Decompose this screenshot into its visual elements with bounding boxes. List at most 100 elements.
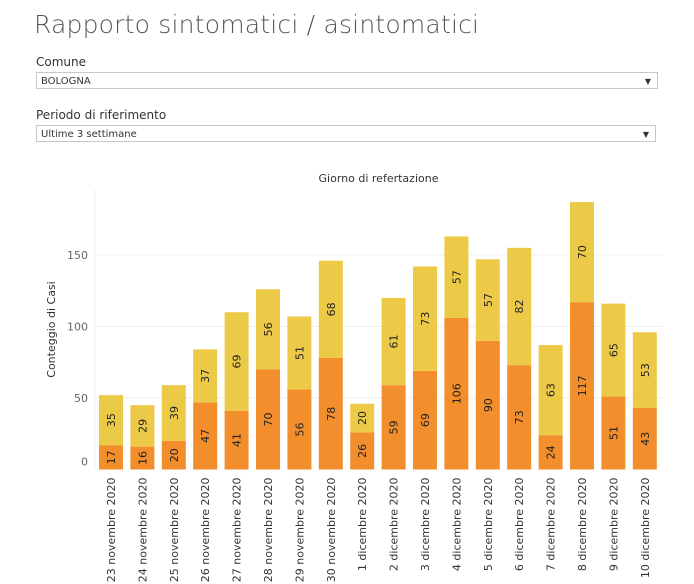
bar-value-label: 17: [105, 450, 118, 464]
bar-segment-bottom: [507, 365, 532, 470]
bar-segment-bottom: [601, 396, 626, 470]
bar-value-label: 69: [231, 355, 244, 369]
bar-segment-bottom: [224, 410, 249, 470]
bar-segment-top: [99, 395, 123, 446]
bar-value-label: 61: [388, 335, 401, 349]
bar-value-label: 57: [450, 270, 463, 284]
bar-value-label: 35: [105, 413, 118, 427]
periodo-value: Ultime 3 settimane: [41, 129, 137, 140]
bar-segment-bottom: [444, 317, 469, 470]
bar-segment-top: [130, 405, 155, 447]
bar-segment-bottom: [193, 402, 218, 470]
bar-value-label: 51: [607, 426, 620, 440]
bar-value-label: 57: [482, 293, 495, 307]
x-tick-label: 10 dicembre 2020: [639, 478, 652, 579]
bar-value-label: 82: [513, 299, 526, 313]
x-tick-label: 23 novembre 2020: [105, 478, 118, 583]
bar-segment-top: [350, 403, 375, 433]
bar-segment-bottom: [413, 370, 437, 470]
bar-value-label: 16: [136, 451, 149, 465]
comune-value: BOLOGNA: [41, 76, 91, 87]
bar-segment-bottom: [161, 440, 186, 470]
periodo-label: Periodo di riferimento: [36, 108, 167, 122]
bar-segment-top: [413, 266, 437, 371]
x-tick-label: 1 dicembre 2020: [356, 478, 369, 572]
periodo-select[interactable]: Ultime 3 settimane ▼: [36, 125, 656, 142]
x-tick-label: 25 novembre 2020: [168, 478, 181, 583]
bar-value-label: 26: [356, 444, 369, 458]
bar-segment-top: [538, 345, 563, 436]
bar-segment-top: [224, 312, 249, 411]
bar-value-label: 106: [450, 383, 463, 404]
bar-value-label: 56: [262, 322, 275, 336]
bar-value-label: 20: [356, 411, 369, 425]
bar-value-label: 29: [136, 419, 149, 433]
x-tick-label: 6 dicembre 2020: [513, 478, 526, 572]
y-tick-label: 100: [67, 321, 88, 334]
bar-segment-top: [287, 316, 312, 390]
bar-segment-bottom: [318, 357, 343, 470]
bar-value-label: 20: [168, 448, 181, 462]
bar-value-label: 53: [639, 363, 652, 377]
bar-value-label: 39: [168, 406, 181, 420]
bar-value-label: 43: [639, 432, 652, 446]
bar-segment-bottom: [475, 340, 500, 470]
bar-segment-bottom: [256, 369, 280, 470]
bar-value-label: 65: [607, 343, 620, 357]
bar-value-label: 51: [293, 346, 306, 360]
x-tick-label: 7 dicembre 2020: [545, 478, 558, 572]
bar-value-label: 73: [419, 312, 432, 326]
dropdown-arrow-icon: ▼: [642, 130, 649, 139]
x-tick-label: 29 novembre 2020: [293, 478, 306, 583]
comune-select[interactable]: BOLOGNA ▼: [36, 72, 658, 89]
x-tick-label: 26 novembre 2020: [199, 478, 212, 583]
bar-segment-bottom: [381, 385, 406, 470]
bar-value-label: 47: [199, 429, 212, 443]
x-tick-label: 24 novembre 2020: [136, 478, 149, 583]
bar-segment-top: [444, 236, 469, 318]
y-tick-label: 0: [81, 456, 88, 469]
x-tick-label: 27 novembre 2020: [231, 478, 244, 583]
bar-segment-top: [570, 202, 594, 303]
x-tick-label: 30 novembre 2020: [325, 478, 338, 583]
bar-value-label: 70: [576, 245, 589, 259]
x-tick-label: 28 novembre 2020: [262, 478, 275, 583]
bar-segment-top: [601, 303, 626, 397]
y-tick-label: 150: [67, 249, 88, 262]
bar-value-label: 70: [262, 412, 275, 426]
page-title: Rapporto sintomatici / asintomatici: [34, 10, 480, 39]
x-tick-label: 5 dicembre 2020: [482, 478, 495, 572]
dropdown-arrow-icon: ▼: [644, 77, 651, 86]
bar-segment-bottom: [99, 445, 123, 470]
bar-value-label: 24: [545, 445, 558, 459]
bar-segment-top: [318, 260, 343, 358]
bar-segment-bottom: [350, 432, 375, 470]
bar-value-label: 37: [199, 369, 212, 383]
bar-value-label: 117: [576, 375, 589, 396]
y-axis-label: Conteggio di Casi: [45, 281, 58, 377]
bar-value-label: 90: [482, 398, 495, 412]
bar-segment-bottom: [287, 389, 312, 470]
bar-segment-top: [475, 259, 500, 341]
x-tick-label: 4 dicembre 2020: [450, 478, 463, 572]
comune-label: Comune: [36, 55, 87, 69]
bar-segment-top: [193, 349, 218, 403]
bar-value-label: 56: [293, 422, 306, 436]
y-tick-label: 50: [74, 392, 88, 405]
bar-value-label: 78: [325, 407, 338, 421]
bar-segment-bottom: [538, 435, 563, 470]
x-tick-label: 2 dicembre 2020: [388, 478, 401, 572]
x-tick-label: 3 dicembre 2020: [419, 478, 432, 572]
bar-value-label: 73: [513, 410, 526, 424]
bar-segment-top: [256, 289, 280, 370]
bar-value-label: 59: [388, 420, 401, 434]
bar-value-label: 69: [419, 413, 432, 427]
bar-value-label: 41: [231, 433, 244, 447]
bar-segment-top: [632, 332, 657, 409]
bar-segment-top: [381, 297, 406, 386]
bar-segment-top: [507, 247, 532, 366]
bar-segment-bottom: [130, 446, 155, 470]
bar-segment-top: [161, 385, 186, 441]
bar-value-label: 68: [325, 302, 338, 316]
